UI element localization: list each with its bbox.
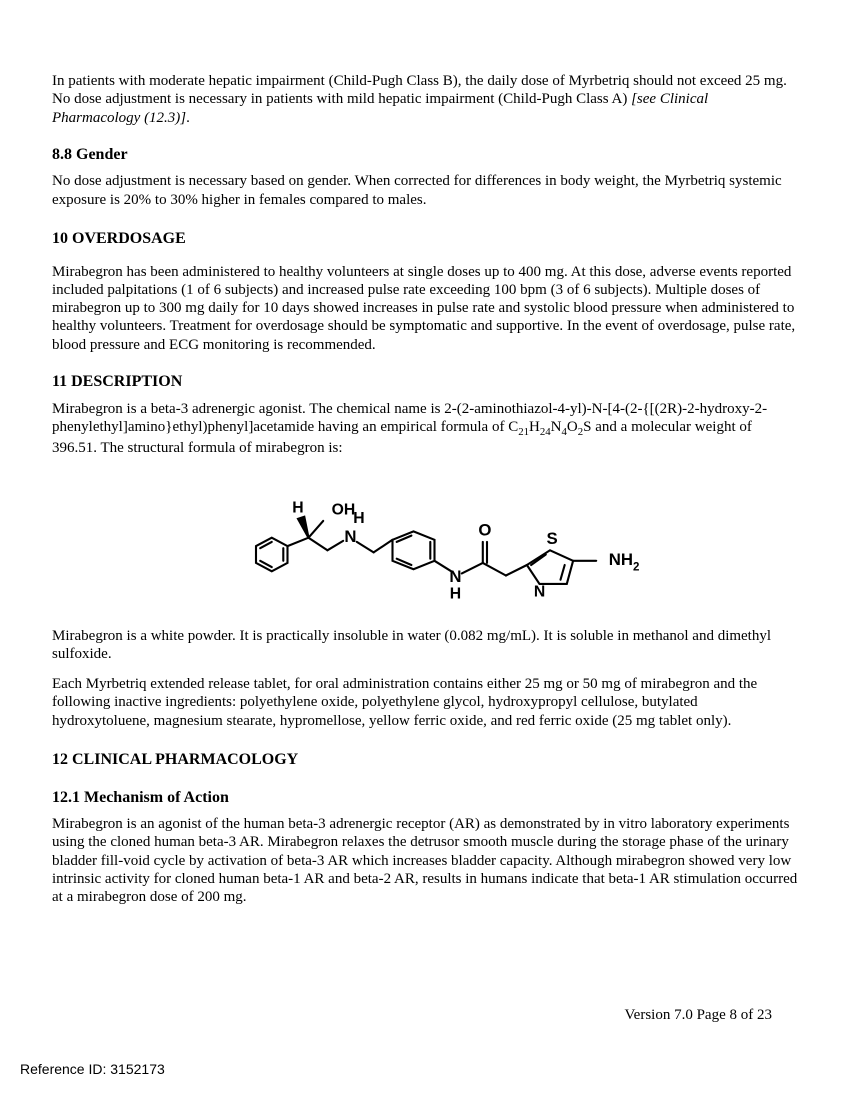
heading-11: 11 DESCRIPTION xyxy=(52,372,798,392)
para-description-2: Mirabegron is a white powder. It is prac… xyxy=(52,627,798,664)
heading-10: 10 OVERDOSAGE xyxy=(52,229,798,249)
svg-text:N: N xyxy=(534,584,545,601)
heading-12-1: 12.1 Mechanism of Action xyxy=(52,788,798,808)
page-footer-reference: Reference ID: 3152173 xyxy=(20,1061,165,1078)
heading-12: 12 CLINICAL PHARMACOLOGY xyxy=(52,750,798,770)
text: H xyxy=(529,419,540,435)
svg-text:H: H xyxy=(353,510,364,527)
svg-text:N: N xyxy=(449,567,461,586)
svg-text:O: O xyxy=(478,521,491,540)
page-footer-version: Version 7.0 Page 8 of 23 xyxy=(625,1006,772,1024)
svg-text:NH2: NH2 xyxy=(609,550,640,573)
para-overdosage: Mirabegron has been administered to heal… xyxy=(52,263,798,354)
chemical-structure-svg: HOHNHNHOSNNH2 xyxy=(195,471,655,601)
sub: 24 xyxy=(540,426,551,438)
para-gender: No dose adjustment is necessary based on… xyxy=(52,172,798,209)
text: O xyxy=(567,419,578,435)
sub: 21 xyxy=(518,426,529,438)
structural-formula: HOHNHNHOSNNH2 xyxy=(52,471,798,606)
para-description-1: Mirabegron is a beta-3 adrenergic agonis… xyxy=(52,400,798,458)
text: S xyxy=(583,419,591,435)
svg-text:N: N xyxy=(344,527,356,546)
para-hepatic: In patients with moderate hepatic impair… xyxy=(52,72,798,127)
svg-text:H: H xyxy=(292,500,303,517)
svg-text:S: S xyxy=(546,529,557,548)
para-mechanism: Mirabegron is an agonist of the human be… xyxy=(52,815,798,906)
heading-8-8: 8.8 Gender xyxy=(52,145,798,165)
text: N xyxy=(551,419,562,435)
text: . xyxy=(186,110,190,126)
svg-text:H: H xyxy=(450,586,461,601)
para-description-3: Each Myrbetriq extended release tablet, … xyxy=(52,675,798,730)
svg-text:OH: OH xyxy=(332,502,356,519)
